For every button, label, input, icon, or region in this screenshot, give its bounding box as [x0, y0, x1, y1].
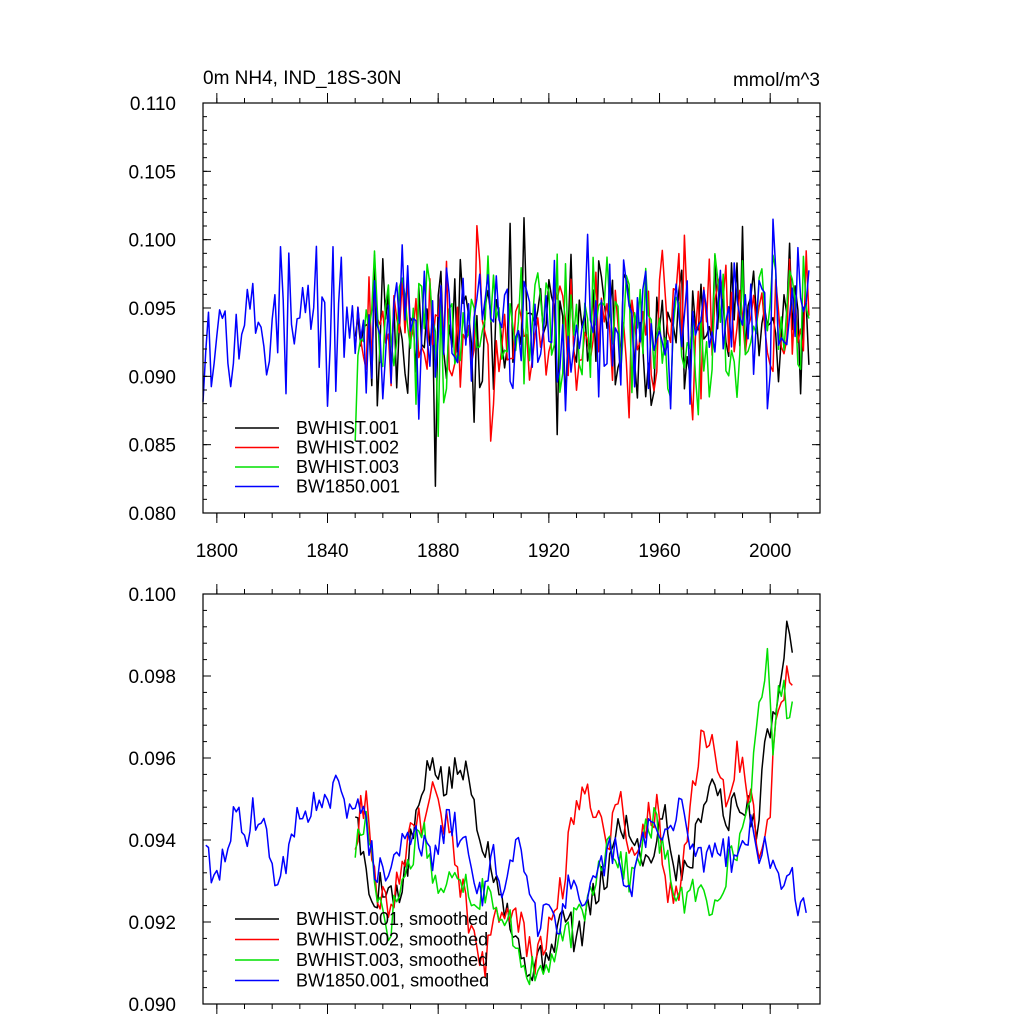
x-tick-label: 1800 [196, 541, 238, 562]
series-line-0-2 [354, 250, 810, 442]
legend-label: BWHIST.001, smoothed [296, 909, 488, 929]
y-tick-label: 0.096 [128, 749, 176, 770]
x-tick-label: 1880 [417, 541, 459, 562]
bottom-series-group [205, 620, 807, 986]
x-tick-label: 1920 [528, 541, 570, 562]
bottom-ticks: 0.090 0.092 0.094 0.096 0.098 0.100 [128, 584, 820, 1016]
legend-label: BWHIST.001 [296, 418, 399, 438]
y-tick-label: 0.090 [128, 995, 176, 1016]
legend-label: BWHIST.003 [296, 457, 399, 477]
bottom-panel: 0.090 0.092 0.094 0.096 0.098 0.100 BWHIST.00… [128, 584, 821, 1016]
top-series-group [202, 217, 810, 487]
x-tick-label: 1840 [306, 541, 348, 562]
top-units: mmol/m^3 [733, 70, 820, 91]
y-tick-label: 0.090 [128, 367, 176, 388]
top-panel: 0m NH4, IND_18S-30N mmol/m^3 0.0800.0850… [128, 68, 821, 562]
legend-label: BW1850.001 [296, 477, 400, 497]
top-ticks: 0.080 0.085 0.090 0.095 0.100 0.105 0.110 1800 1… [128, 93, 820, 562]
y-tick-label: 0.100 [128, 585, 176, 606]
top-title: 0m NH4, IND_18S-30N [203, 68, 402, 89]
legend-label: BWHIST.002, smoothed [296, 930, 488, 950]
y-tick-label: 0.095 [128, 299, 176, 320]
y-tick-label: 0.098 [128, 667, 176, 688]
y-tick-label: 0.085 [128, 436, 176, 457]
series-line-1-0 [354, 620, 794, 982]
x-tick-label: 1960 [638, 541, 680, 562]
y-tick-label: 0.105 [128, 162, 176, 183]
y-tick-label: 0.100 [128, 231, 176, 252]
y-tick-label: 0.094 [128, 831, 176, 852]
legend-label: BWHIST.002 [296, 438, 399, 458]
y-tick-label: 0.092 [128, 913, 176, 934]
y-tick-label: 0.110 [130, 94, 176, 115]
series-line-1-2 [354, 647, 794, 986]
series-line-1-1 [354, 665, 793, 979]
series-line-0-3 [202, 218, 810, 420]
series-line-1-3 [205, 774, 807, 938]
y-tick-label: 0.080 [128, 504, 176, 525]
legend-label: BW1850.001, smoothed [296, 971, 489, 991]
x-tick-label: 2000 [749, 541, 791, 562]
bottom-plot-frame [202, 593, 821, 1005]
legend-label: BWHIST.003, smoothed [296, 950, 488, 970]
